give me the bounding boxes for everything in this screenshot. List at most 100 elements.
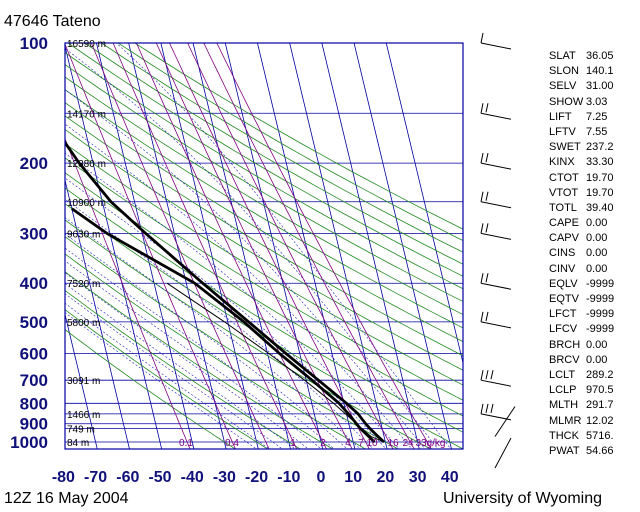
index-value: -9999 — [586, 277, 615, 290]
index-value: 39.40 — [586, 201, 614, 214]
isotherm-line — [224, 43, 324, 449]
height-labels: 16590 m 14170 m 12380 m 10900 m 9630 m 7520 m… — [67, 39, 106, 449]
mixing-ratio-label: 0.4 — [225, 438, 239, 449]
mixing-ratio-label: 33 — [415, 438, 427, 449]
index-value: 12.02 — [586, 414, 614, 427]
barb-feather — [485, 153, 489, 163]
index-key: EQLV — [549, 277, 578, 290]
barb-staff — [480, 379, 512, 387]
dry-adiabat — [65, 143, 463, 386]
mixing-ratio-line — [187, 43, 394, 449]
barb-feather — [485, 311, 489, 321]
barb-feather — [485, 191, 489, 201]
mixing-ratio-line — [169, 43, 370, 449]
barb-feather — [480, 403, 484, 414]
index-key: TOTL — [549, 201, 577, 214]
dry-adiabat — [67, 43, 463, 277]
mixing-ratio-line — [65, 43, 236, 449]
mixing-ratio-line — [65, 137, 191, 449]
barb-staff — [480, 413, 512, 421]
index-row-lfct: LFCT -9999 — [549, 307, 614, 322]
dewpoint-profile — [70, 207, 376, 444]
index-key: VTOT — [549, 186, 579, 199]
index-value: 140.1 — [586, 65, 614, 78]
mixing-ratio-label: 4 — [345, 438, 351, 449]
mixing-ratio-label: 10 — [366, 438, 378, 449]
wind-barb — [480, 273, 512, 290]
index-value: 237.2 — [586, 141, 614, 154]
station-title: 47646 Tateno — [4, 13, 101, 30]
index-value: -9999 — [586, 293, 615, 305]
barb-feather — [480, 311, 484, 322]
height-label: 9630 m — [67, 229, 100, 240]
mixing-ratio-label: 16 — [387, 438, 399, 449]
index-value: 0.00 — [586, 338, 608, 351]
barb-feather — [480, 223, 484, 234]
moist-adiabat — [65, 312, 258, 449]
pressure-tick-label: 1000 — [10, 433, 48, 452]
pressure-tick-label: 900 — [20, 415, 48, 434]
wind-barb — [480, 370, 512, 387]
barb-feather — [485, 103, 489, 113]
index-value: 5716. — [586, 429, 614, 442]
index-row-thck: THCK 5716. — [549, 429, 614, 444]
height-label: 12380 m — [67, 159, 106, 170]
isotherm-line — [65, 178, 130, 449]
mixing-ratio-line — [155, 43, 353, 449]
index-value: 0.00 — [586, 217, 608, 230]
pressure-tick-label: 300 — [20, 224, 48, 243]
dry-adiabat — [134, 43, 463, 230]
moist-adiabat — [65, 302, 270, 449]
index-value: 19.70 — [586, 186, 614, 199]
barb-staff — [480, 162, 512, 170]
dry-adiabat — [65, 52, 463, 290]
dry-adiabat — [65, 89, 463, 329]
isotherm-line — [385, 43, 463, 365]
dry-adiabat — [65, 253, 367, 449]
temperature-tick-label: 0 — [317, 469, 326, 486]
index-key: LCLP — [549, 384, 577, 397]
dry-adiabat — [65, 236, 399, 449]
index-row-cape: CAPE 0.00 — [549, 216, 614, 231]
index-row-kinx: KINX 33.30 — [549, 155, 614, 170]
isotherm-line — [96, 43, 195, 449]
index-key: BRCH — [549, 338, 581, 351]
index-row-totl: TOTL 39.40 — [549, 201, 614, 216]
temperature-tick-label: 40 — [441, 469, 459, 486]
index-row-swet: SWET 237.2 — [549, 140, 614, 155]
index-key: EQTV — [549, 293, 579, 305]
moist-adiabat — [65, 272, 309, 449]
index-row-eqtv: EQTV -9999 — [549, 292, 614, 307]
mixing-ratio-label: 0.1 — [179, 438, 193, 449]
temperature-tick-label: 20 — [377, 469, 395, 486]
barb-staff — [480, 232, 512, 240]
index-value: -9999 — [586, 323, 615, 336]
index-key: SHOW — [549, 95, 584, 108]
moist-adiabat — [65, 152, 400, 449]
height-label: 5800 m — [67, 318, 100, 329]
index-row-pwat: PWAT 54.66 — [549, 444, 614, 459]
temperature-tick-label: -40 — [181, 469, 204, 486]
barb-feather — [480, 153, 484, 164]
index-value: 0.00 — [586, 232, 608, 245]
index-key: MLTH — [549, 399, 579, 412]
sounding-time: 12Z 16 May 2004 — [4, 490, 129, 507]
dry-adiabat — [65, 128, 463, 371]
barb-staff — [480, 321, 512, 329]
dry-adiabat — [65, 115, 463, 357]
index-row-cinv: CINV 0.00 — [549, 262, 614, 277]
mixing-ratio-label: 1 — [290, 438, 296, 449]
index-key: LFTV — [549, 125, 576, 138]
index-key: THCK — [549, 429, 579, 442]
barb-feather — [485, 223, 489, 233]
index-row-lift: LIFT 7.25 — [549, 110, 614, 125]
moist-adiabat — [65, 177, 387, 449]
moist-adiabat — [65, 123, 413, 449]
mixing-ratio-label: 24 — [402, 438, 414, 449]
index-row-lftv: LFTV 7.55 — [549, 125, 614, 140]
index-row-brch: BRCH 0.00 — [549, 338, 614, 353]
index-key: SELV — [549, 80, 577, 93]
barb-staff — [480, 112, 512, 120]
